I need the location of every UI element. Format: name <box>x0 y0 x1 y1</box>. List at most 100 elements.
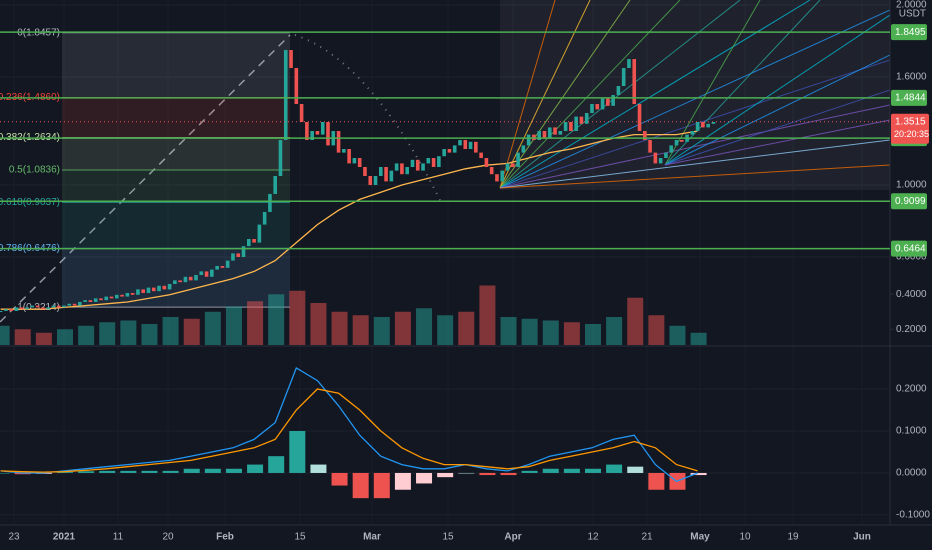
macd-histogram-bar <box>458 472 475 474</box>
macd-histogram-bar <box>500 472 517 476</box>
macd-histogram-bar <box>162 470 179 473</box>
candle <box>590 104 594 114</box>
volume-bar <box>542 320 559 345</box>
x-tick-label: Jun <box>853 532 871 543</box>
candle <box>167 283 172 290</box>
candle <box>342 149 346 153</box>
candle <box>278 140 283 177</box>
candle <box>273 176 277 195</box>
macd-histogram-bar <box>416 472 433 484</box>
candle <box>151 287 156 292</box>
volume-bar <box>437 315 454 345</box>
candle <box>9 309 13 311</box>
volume-bar <box>690 332 707 345</box>
volume-bar <box>627 297 644 345</box>
candle <box>653 152 658 164</box>
candle <box>326 122 330 146</box>
fan-line <box>499 0 681 189</box>
macd-histogram-bar <box>183 468 200 473</box>
candle <box>637 104 642 132</box>
candle <box>72 303 77 306</box>
candle <box>690 131 695 135</box>
candle <box>225 260 230 268</box>
macd-tick-label: 0.0000 <box>896 468 927 479</box>
candle <box>173 280 177 284</box>
candle <box>67 303 72 306</box>
fib-zone <box>62 32 290 98</box>
macd-histogram-bar <box>563 468 580 473</box>
x-tick-label: Apr <box>504 532 521 543</box>
macd-histogram-bar <box>394 472 411 490</box>
candle <box>384 167 388 182</box>
x-tick-label: 23 <box>8 532 20 543</box>
candle <box>584 113 589 124</box>
candle <box>495 174 499 182</box>
candle <box>257 224 262 243</box>
volume-bar <box>14 329 31 345</box>
candle <box>289 50 293 69</box>
candle <box>183 276 188 283</box>
volume-bar <box>183 318 200 345</box>
moving-average <box>0 130 698 310</box>
volume-bar <box>0 325 10 345</box>
candle <box>516 152 520 168</box>
candle <box>78 301 82 306</box>
level-label-box <box>891 89 927 106</box>
candle <box>294 68 299 105</box>
candle <box>410 159 415 168</box>
fib-zone <box>62 169 290 203</box>
fib-zone <box>62 202 290 249</box>
fib-label: 0.5(1.0836) <box>9 165 60 176</box>
candle <box>336 131 341 153</box>
x-tick-label: 20 <box>162 532 174 543</box>
fan-line <box>499 9 891 189</box>
volume-bar <box>563 322 580 345</box>
price-tick-label: 2.0000 <box>896 0 927 11</box>
macd-histogram-bar <box>141 470 158 473</box>
x-tick-label: 2021 <box>53 532 76 543</box>
candle <box>489 167 494 175</box>
level-label: 0.9099 <box>895 196 926 207</box>
candle <box>93 298 98 302</box>
x-tick-label: 15 <box>442 532 454 543</box>
candle <box>220 265 225 268</box>
candle <box>452 145 457 153</box>
candle <box>25 307 29 310</box>
candle <box>157 285 161 292</box>
candle <box>447 149 452 153</box>
candle <box>431 158 436 168</box>
volume-bar <box>247 301 264 345</box>
candle <box>268 194 272 213</box>
candle <box>579 116 584 124</box>
countdown: 20:20:35 <box>894 129 929 139</box>
volume-bar <box>521 318 538 345</box>
volume-bar <box>648 315 665 345</box>
candle <box>310 131 314 141</box>
candle <box>437 156 441 168</box>
candle <box>162 285 167 290</box>
volume-bar <box>585 324 601 345</box>
volume-bar <box>606 317 623 345</box>
macd-line <box>0 367 698 483</box>
macd-histogram-bar <box>542 468 559 473</box>
candle <box>547 127 552 139</box>
level-label: 1.4844 <box>895 92 926 103</box>
signal-line <box>0 388 698 473</box>
candle <box>405 167 409 175</box>
candle <box>199 271 204 275</box>
candle <box>35 305 40 308</box>
candle <box>500 170 505 182</box>
candle <box>458 140 462 146</box>
candle <box>627 59 631 69</box>
macd-histogram-bar <box>247 464 264 473</box>
candle <box>130 292 135 295</box>
candle <box>664 152 668 159</box>
candle <box>115 294 119 299</box>
candle <box>352 158 357 164</box>
fan-line <box>664 89 891 166</box>
volume-bar <box>162 317 179 345</box>
candle <box>305 122 309 141</box>
level-label-box <box>891 24 927 41</box>
fan-line <box>499 59 891 189</box>
